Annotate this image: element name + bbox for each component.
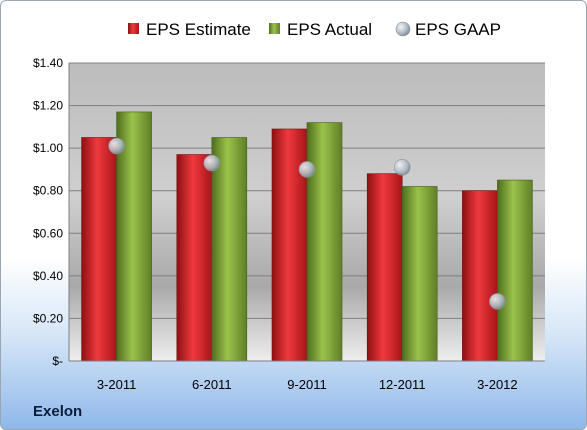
legend-label: EPS Estimate — [146, 20, 251, 39]
eps-actual-bar — [306, 122, 343, 362]
legend-marker-swatch — [395, 21, 411, 37]
x-tick-label: 6-2011 — [192, 377, 232, 392]
bars — [81, 111, 533, 362]
eps-gaap-marker — [203, 154, 221, 172]
eps-estimate-bar — [81, 137, 117, 362]
y-tick-label: $1.40 — [33, 56, 63, 70]
legend-bar-swatch — [128, 23, 139, 34]
y-tick-label: $0.40 — [33, 269, 63, 283]
company-name: Exelon — [33, 403, 83, 420]
eps-estimate-bar — [462, 190, 498, 362]
y-tick-label: $0.60 — [33, 226, 63, 240]
eps-actual-bar — [401, 186, 438, 362]
legend-eps-gaap: EPS GAAP — [395, 20, 501, 39]
legend: EPS Estimate EPS Actual EPS GAAP — [128, 20, 501, 39]
x-tick-label: 9-2011 — [287, 377, 327, 392]
x-tick-label: 12-2011 — [379, 377, 426, 392]
eps-actual-bar — [211, 137, 248, 362]
eps-actual-bar — [116, 111, 152, 362]
eps-estimate-bar — [176, 154, 213, 362]
x-tick-label: 3-2012 — [477, 377, 517, 392]
eps-gaap-marker — [298, 161, 316, 178]
eps-gaap-marker — [489, 293, 506, 310]
y-axis: $- $0.20 $0.40 $0.60 $0.80 $1.00 $1.20 $1.40 — [33, 56, 70, 368]
legend-eps-actual: EPS Actual — [269, 20, 372, 39]
gaap-markers — [108, 137, 506, 310]
eps-actual-bar — [497, 179, 533, 362]
x-axis: 3-2011 6-2011 9-2011 12-2011 3-2012 — [69, 360, 545, 392]
eps-gaap-marker — [108, 137, 125, 155]
y-tick-label: $0.80 — [33, 184, 63, 198]
legend-bar-swatch — [269, 23, 280, 34]
y-tick-label: $0.20 — [33, 311, 63, 325]
eps-estimate-bar — [366, 173, 403, 362]
x-tick-label: 3-2011 — [97, 377, 137, 392]
eps-gaap-marker — [393, 159, 411, 176]
legend-label: EPS Actual — [287, 20, 372, 39]
legend-eps-estimate: EPS Estimate — [128, 20, 251, 39]
y-tick-label: $- — [52, 354, 63, 368]
y-tick-label: $1.20 — [33, 99, 63, 113]
y-tick-label: $1.00 — [33, 141, 63, 155]
legend-label: EPS GAAP — [415, 20, 501, 39]
